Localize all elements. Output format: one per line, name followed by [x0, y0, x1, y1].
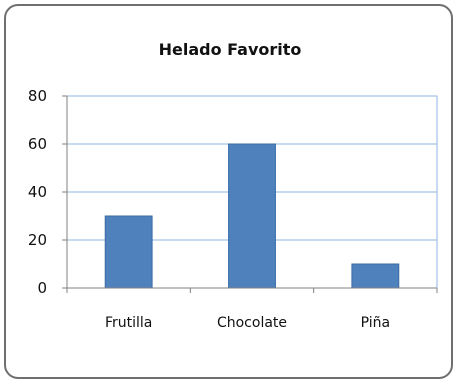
x-tick-label: Chocolate: [217, 315, 287, 331]
y-tick-label: 40: [28, 183, 47, 201]
x-tick-label: Piña: [361, 315, 390, 331]
y-tick-labels: 0 20 40 60 80: [28, 87, 47, 297]
bars: [104, 143, 400, 289]
x-tick-label: Frutilla: [105, 315, 152, 331]
y-tick-label: 60: [28, 135, 47, 153]
bar-piña: [351, 263, 400, 289]
y-tick-label: 80: [28, 87, 47, 105]
bar-frutilla: [104, 215, 153, 289]
bar-chocolate: [228, 143, 276, 289]
y-tick-label: 0: [37, 279, 47, 297]
x-tick-labels: Frutilla Chocolate Piña: [105, 315, 390, 331]
chart-title: Helado Favorito: [159, 40, 302, 59]
axes: [62, 95, 438, 293]
y-tick-label: 20: [28, 231, 47, 249]
